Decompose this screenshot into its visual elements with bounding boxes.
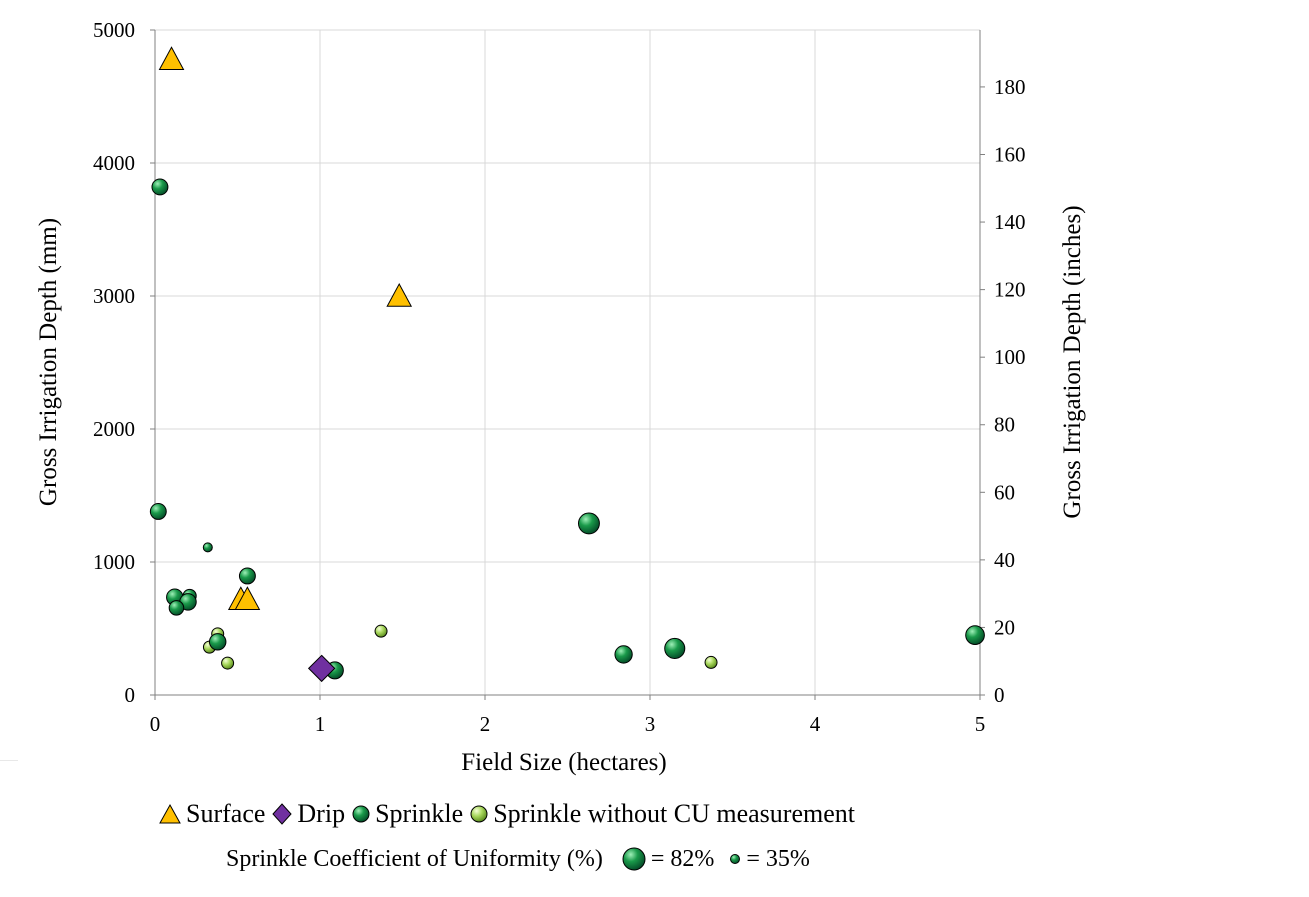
legend-item-sprinkle: Sprinkle [351, 799, 463, 829]
y-tick-label: 2000 [93, 417, 135, 441]
sprinkle-no-cu-point [704, 655, 718, 669]
x-tick-label: 0 [150, 712, 161, 736]
sprinkle-point [149, 503, 167, 520]
triangle-icon [159, 803, 181, 824]
sprinkle-no-cu-point [221, 656, 235, 670]
y2-tick-label: 20 [994, 615, 1015, 639]
y-tick-label: 3000 [93, 284, 135, 308]
y-tick-label: 0 [125, 683, 136, 707]
legend-item-drip: Drip [271, 799, 345, 829]
y2-tick-label: 60 [994, 480, 1015, 504]
sprinkle-point [578, 512, 600, 535]
y2-tick-label: 40 [994, 548, 1015, 572]
small-bubble-icon [730, 854, 741, 864]
sprinkle-point [614, 645, 633, 664]
surface-point [158, 46, 185, 70]
y2-axis-title: Gross Irrigation Depth (inches) [1059, 205, 1086, 518]
x-axis-title: Field Size (hectares) [461, 749, 666, 776]
y2-tick-label: 140 [994, 210, 1026, 234]
dark-green-bubble-icon [352, 805, 370, 823]
x-tick-label: 3 [645, 712, 656, 736]
y2-tick-label: 0 [994, 683, 1005, 707]
tick-labels: 0 1 2 3 4 50100020003000400050000204060801001… [93, 18, 1026, 736]
legend-item-surface: Surface [158, 799, 265, 829]
y-axis-title: Gross Irrigation Depth (mm) [35, 218, 62, 506]
diamond-icon [272, 803, 293, 825]
surface-point [234, 586, 261, 610]
legend-item-sprinkle-no-cu: Sprinkle without CU measurement [469, 799, 855, 829]
y2-tick-label: 80 [994, 413, 1015, 437]
y2-tick-label: 180 [994, 75, 1026, 99]
legend-label-sprinkle-no-cu: Sprinkle without CU measurement [493, 799, 855, 828]
y-tick-label: 5000 [93, 18, 135, 42]
y2-tick-label: 120 [994, 278, 1026, 302]
sprinkle-point [965, 625, 985, 645]
sprinkle-point [168, 600, 185, 616]
sprinkle-point [664, 637, 686, 659]
sprinkle-point [238, 567, 256, 585]
size-legend-small-text: = 35% [746, 845, 810, 872]
y-tick-label: 4000 [93, 151, 135, 175]
y2-tick-label: 100 [994, 345, 1026, 369]
size-legend-large-text: = 82% [650, 845, 715, 872]
data-marks [149, 46, 985, 683]
sprinkle-point [151, 178, 169, 196]
x-tick-label: 1 [315, 712, 326, 736]
size-legend-label: Sprinkle Coefficient of Uniformity (%) [226, 845, 603, 872]
sprinkle-no-cu-point [374, 624, 388, 638]
x-tick-label: 5 [975, 712, 986, 736]
drip-point [307, 654, 336, 683]
axes [150, 29, 985, 700]
sprinkle-point [202, 542, 213, 553]
y2-tick-label: 160 [994, 142, 1026, 166]
x-tick-label: 2 [480, 712, 491, 736]
legend-label-sprinkle: Sprinkle [375, 799, 464, 828]
large-bubble-icon [622, 847, 646, 871]
divider [0, 760, 18, 761]
gridlines [154, 29, 981, 696]
legend-label-surface: Surface [186, 799, 266, 828]
legend: Surface Drip Sprinkle Sprinkle without C… [158, 797, 861, 831]
size-legend: Sprinkle Coefficient of Uniformity (%) =… [226, 842, 810, 876]
surface-point [386, 282, 413, 307]
light-green-bubble-icon [470, 805, 488, 823]
sprinkle-point [208, 633, 227, 651]
legend-label-drip: Drip [297, 799, 346, 828]
y-tick-label: 1000 [93, 550, 135, 574]
x-tick-label: 4 [810, 712, 821, 736]
